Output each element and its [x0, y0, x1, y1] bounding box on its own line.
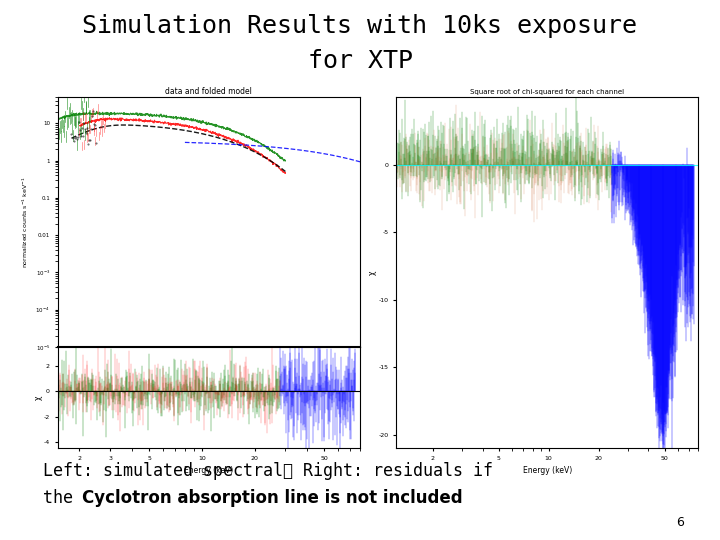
X-axis label: Energy (keV): Energy (keV) — [184, 467, 233, 475]
Text: Simulation Results with 10ks exposure: Simulation Results with 10ks exposure — [83, 14, 637, 37]
Title: data and folded model: data and folded model — [166, 87, 252, 97]
Title: Square root of chi-squared for each channel: Square root of chi-squared for each chan… — [470, 90, 624, 96]
Y-axis label: normalized counts s$^{-1}$ keV$^{-1}$: normalized counts s$^{-1}$ keV$^{-1}$ — [21, 176, 30, 268]
Y-axis label: χ: χ — [33, 395, 42, 400]
Y-axis label: χ: χ — [368, 271, 377, 275]
X-axis label: Energy (keV): Energy (keV) — [523, 467, 572, 475]
Text: Cyclotron absorption line is not included: Cyclotron absorption line is not include… — [82, 489, 463, 507]
Text: Left: simulated spectral； Right: residuals if: Left: simulated spectral； Right: residua… — [43, 462, 493, 480]
Text: the: the — [43, 489, 84, 507]
Text: 6: 6 — [676, 516, 684, 529]
Text: for XTP: for XTP — [307, 49, 413, 72]
